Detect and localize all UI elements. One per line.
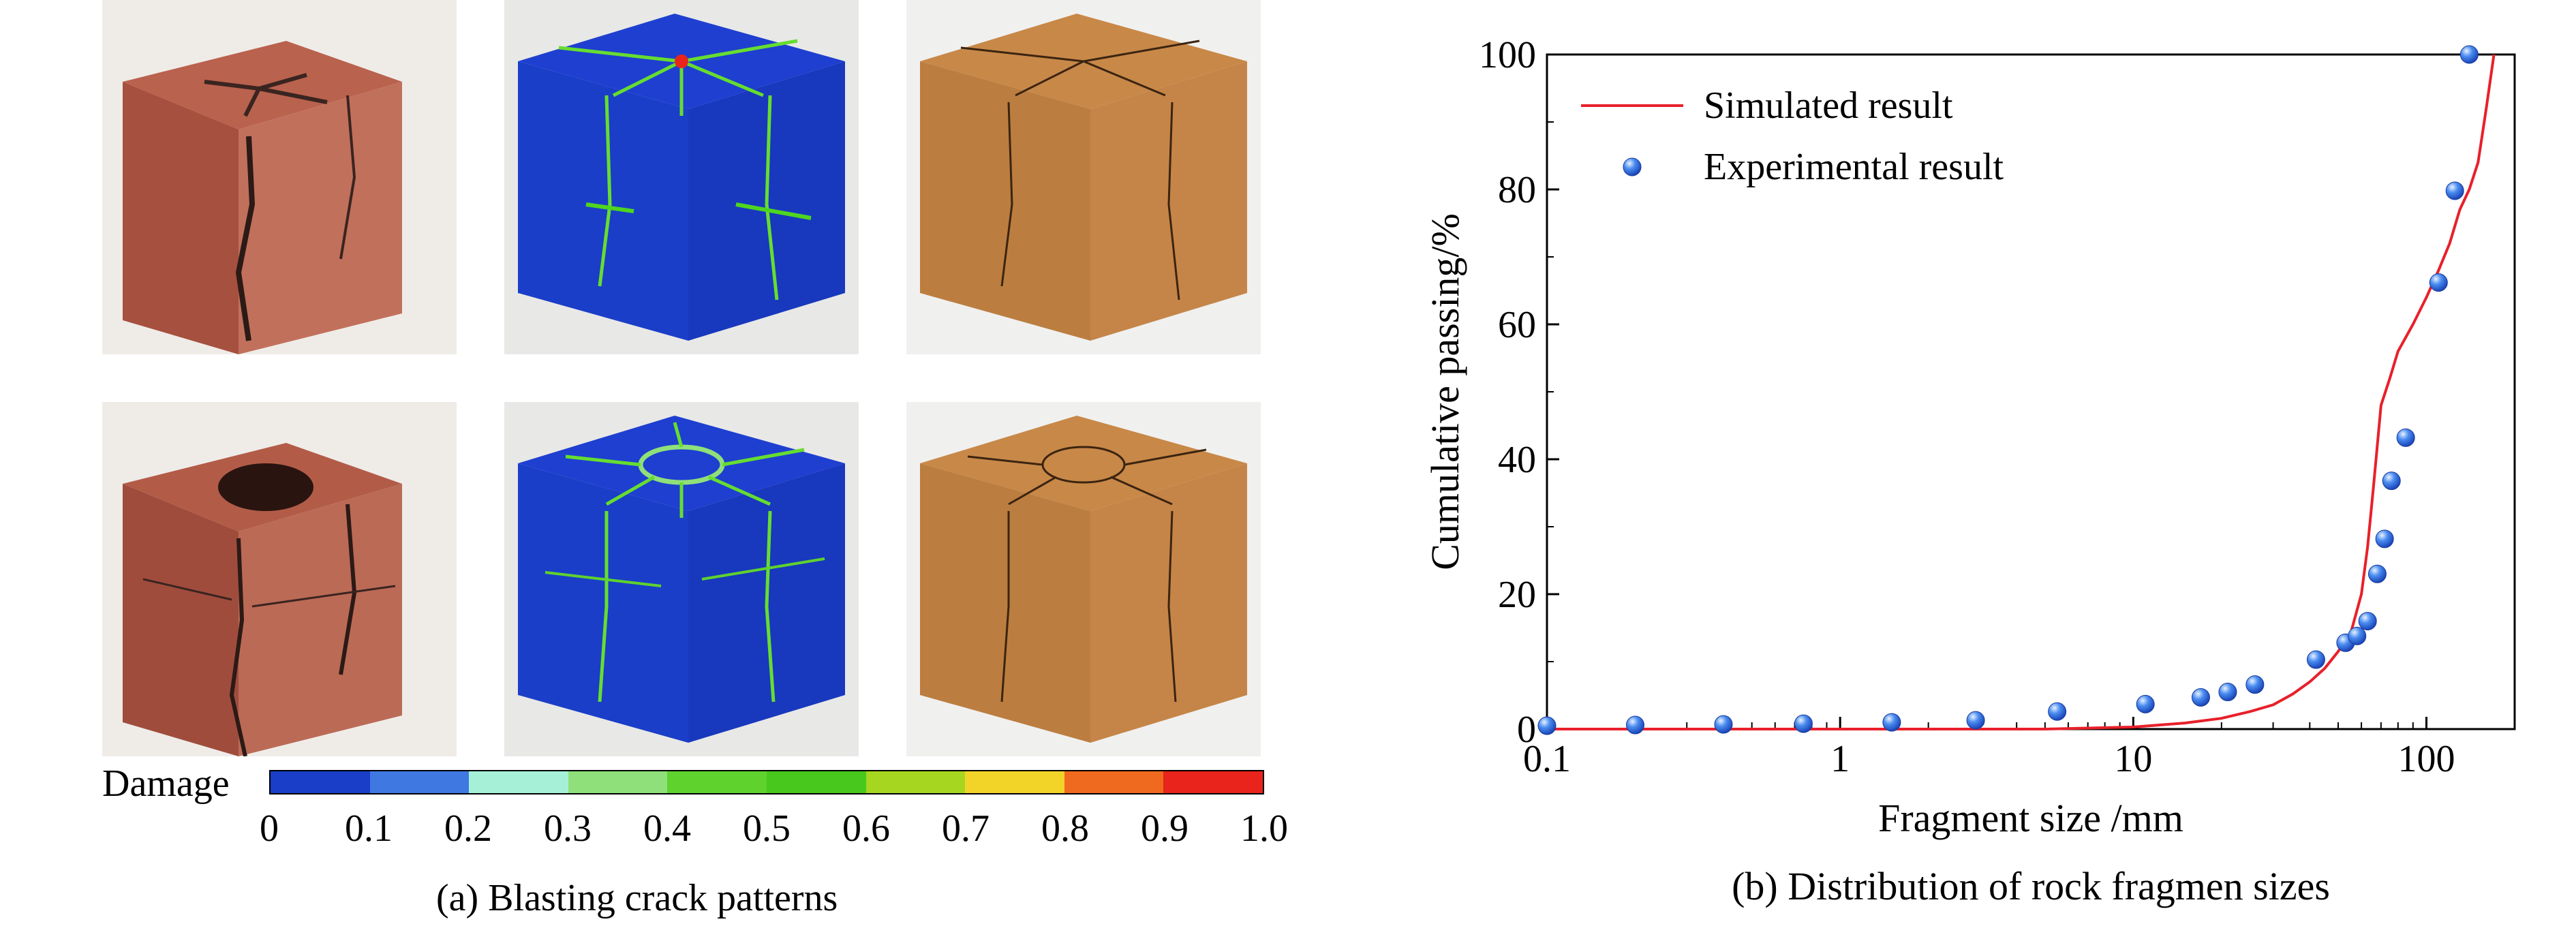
experimental-result-point bbox=[1537, 716, 1557, 735]
simulated-result-line bbox=[1547, 54, 2496, 730]
experimental-result-point bbox=[1882, 713, 1901, 732]
colorbar-tick-label: 0.8 bbox=[1041, 807, 1089, 850]
colorbar-segment bbox=[369, 771, 470, 793]
y-tick-label: 100 bbox=[1479, 34, 1536, 76]
x-tick-label: 10 bbox=[2114, 738, 2152, 780]
colorbar-tick-label: 0.7 bbox=[942, 807, 990, 850]
x-tick-label: 1 bbox=[1830, 738, 1850, 780]
y-tick-label: 0 bbox=[1517, 709, 1536, 751]
experimental-result-point bbox=[2367, 564, 2387, 583]
colorbar-segment bbox=[1064, 771, 1164, 793]
colorbar-segment bbox=[271, 771, 370, 793]
damage-colorbar bbox=[269, 770, 1264, 794]
panel-a-blasting-crack-patterns: Damage 0 0.1 0.2 0.3 0.4 0.5 0.6 0.7 0.8 0.9 1.0 (… bbox=[102, 0, 1288, 919]
experimental-result-point bbox=[2396, 428, 2415, 447]
experimental-result-point bbox=[2459, 45, 2479, 64]
y-tick-label: 60 bbox=[1498, 304, 1536, 346]
colorbar-segment bbox=[469, 771, 568, 793]
experimental-result-point bbox=[1714, 715, 1733, 734]
colorbar-tick-label: 0.1 bbox=[345, 807, 393, 850]
colorbar-tick-label: 0.6 bbox=[842, 807, 890, 850]
experimental-result-point bbox=[1794, 714, 1813, 733]
colorbar-tick-label: 0.5 bbox=[743, 807, 791, 850]
colorbar-segment bbox=[568, 771, 668, 793]
colorbar-segment bbox=[766, 771, 866, 793]
experimental-result-point bbox=[2375, 529, 2394, 549]
x-axis-label: Fragment size /mm bbox=[1878, 796, 2183, 840]
crack-cube-2 bbox=[906, 402, 1261, 756]
fragment-size-distribution-chart: 0 20 40 60 80 100 0.1 1 10 100 Fragment size /mm Cu… bbox=[1423, 34, 2516, 908]
experimental-result-point bbox=[2358, 612, 2377, 631]
damage-label: Damage bbox=[102, 762, 230, 805]
experimental-result-point bbox=[2429, 273, 2448, 292]
experimental-result-point bbox=[2218, 683, 2237, 702]
experimental-result-point bbox=[2306, 650, 2325, 669]
experimental-result-point bbox=[1625, 715, 1644, 735]
colorbar-segment bbox=[1163, 771, 1263, 793]
colorbar-segment bbox=[667, 771, 767, 793]
experimental-result-point bbox=[2348, 626, 2367, 645]
x-tick-label: 100 bbox=[2398, 738, 2455, 780]
experiment-photo-2 bbox=[102, 402, 457, 756]
colorbar-tick-label: 0 bbox=[260, 807, 279, 850]
y-tick-label: 40 bbox=[1498, 439, 1536, 481]
legend-marker-swatch bbox=[1623, 157, 1642, 176]
experimental-result-point bbox=[2191, 688, 2210, 707]
colorbar-tick-label: 0.9 bbox=[1141, 807, 1189, 850]
experimental-result-point bbox=[1966, 711, 1985, 730]
colorbar-segment bbox=[965, 771, 1064, 793]
damage-cube-2 bbox=[504, 402, 859, 756]
experimental-result-point bbox=[2048, 702, 2067, 721]
y-tick-label: 80 bbox=[1498, 169, 1536, 211]
colorbar-segment bbox=[865, 771, 966, 793]
experimental-result-point bbox=[2382, 472, 2401, 491]
colorbar-tick-label: 0.2 bbox=[444, 807, 492, 850]
colorbar-tick-label: 0.4 bbox=[643, 807, 691, 850]
colorbar-tick-label: 1.0 bbox=[1240, 807, 1288, 850]
legend-label-simulated: Simulated result bbox=[1704, 84, 1953, 127]
experiment-photo-1 bbox=[102, 0, 457, 354]
y-axis-label: Cumulative passing/% bbox=[1423, 213, 1467, 570]
experimental-result-point bbox=[2136, 694, 2155, 713]
y-tick-label: 20 bbox=[1498, 574, 1536, 616]
damage-cube-1 bbox=[504, 0, 859, 354]
experimental-result-point bbox=[2445, 181, 2464, 200]
panel-b-caption: (b) Distribution of rock fragmen sizes bbox=[1732, 864, 2330, 908]
crack-cube-1 bbox=[906, 0, 1261, 354]
experimental-result-point bbox=[2245, 675, 2265, 694]
panel-a-caption: (a) Blasting crack patterns bbox=[436, 877, 838, 919]
x-tick-label: 0.1 bbox=[1523, 738, 1571, 780]
legend-label-experimental: Experimental result bbox=[1704, 146, 2004, 188]
colorbar-tick-label: 0.3 bbox=[544, 807, 592, 850]
